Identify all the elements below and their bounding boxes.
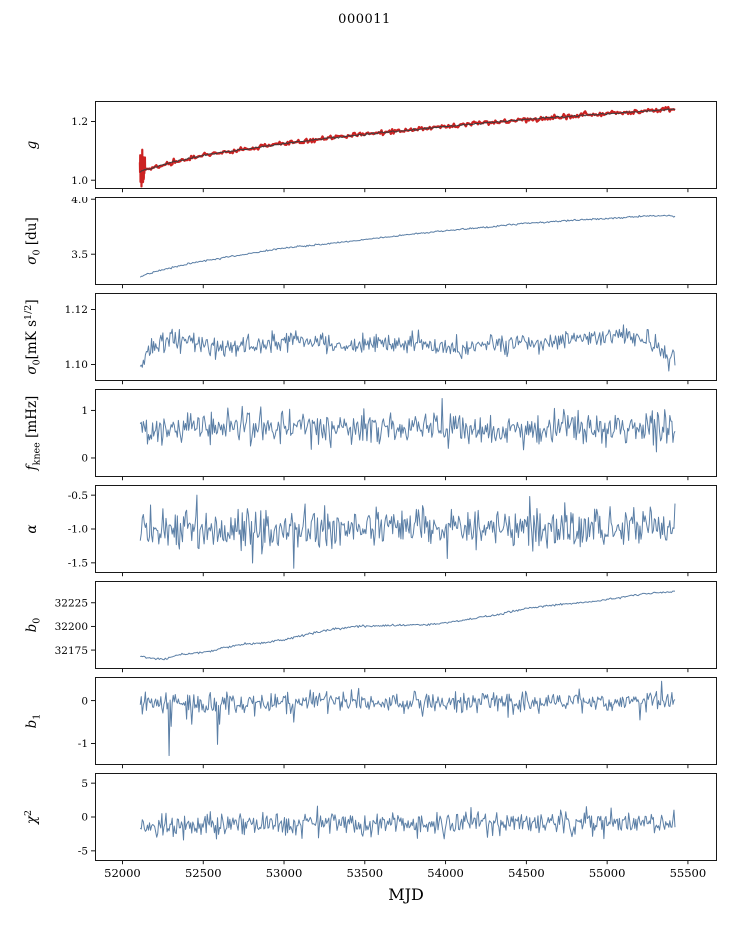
xtick-label: 55000: [589, 866, 626, 880]
ytick-label: -1: [78, 738, 88, 750]
series-line: [139, 324, 676, 372]
ytick-label: -5: [78, 846, 88, 858]
series-line: [139, 805, 676, 841]
xtick-label: 55500: [670, 866, 707, 880]
plots-container: 1.0 1.2 g 3.5 4.0 σ0 [du] 1.10 1.12 σ0[mK s1/2] 0…: [0, 101, 729, 885]
xtick-label: 52500: [185, 866, 222, 880]
y-axis-label-sigma0-mks: σ0[mK s1/2]: [23, 299, 43, 374]
y-axis-label-sigma0-du: σ0 [du]: [24, 217, 43, 264]
series-line: [139, 214, 676, 278]
y-axis-label-fknee: fknee [mHz]: [24, 396, 43, 472]
xtick-label: 53000: [266, 866, 303, 880]
xtick-label: 53500: [347, 866, 384, 880]
y-axis-label-b0: b0: [24, 618, 43, 633]
xtick-label: 52000: [104, 866, 141, 880]
series-line: [139, 494, 676, 569]
y-axis-label-g: g: [24, 140, 40, 149]
series-line: [139, 398, 676, 453]
ytick-label: -0.5: [68, 490, 88, 502]
ytick-label: 32225: [55, 597, 88, 609]
xtick-label: 54000: [427, 866, 464, 880]
x-axis-label: MJD: [388, 885, 424, 904]
series-line: [138, 148, 147, 188]
y-axis-label-chi2: χ2: [23, 810, 40, 825]
subplot-sigma0-du: 3.5 4.0 σ0 [du]: [24, 197, 717, 289]
ytick-label: -1.5: [68, 558, 88, 570]
figure-title: 000011: [338, 12, 391, 27]
subplot-b1: -1 0 b1: [24, 677, 717, 769]
subplot-g: 1.0 1.2 g: [24, 101, 717, 193]
ytick-label: 1.0: [71, 175, 88, 187]
ytick-label: 1: [81, 405, 88, 417]
ytick-label: 3.5: [71, 249, 88, 261]
ytick-label: 0: [81, 812, 88, 824]
subplot-b0: 32175 32200 32225 b0: [24, 581, 717, 673]
subplot-chi2: -5 0 5 52000 52500 53000 53500 54000 54500 55000 5…: [23, 773, 717, 880]
ytick-label: 4.0: [71, 197, 88, 206]
subplot-alpha: -1.5 -1.0 -0.5 α: [24, 485, 717, 577]
y-axis-label-b1: b1: [24, 714, 43, 729]
subplot-sigma0-mks: 1.10 1.12 σ0[mK s1/2]: [23, 293, 717, 385]
ytick-label: 1.12: [65, 304, 88, 316]
ytick-label: 5: [81, 778, 88, 790]
xtick-label: 54500: [508, 866, 545, 880]
ytick-label: -1.0: [68, 524, 88, 536]
ytick-label: 32200: [55, 621, 88, 633]
series-line: [139, 108, 676, 173]
subplot-fknee: 0 1 fknee [mHz]: [24, 389, 717, 481]
ytick-label: 1.10: [65, 359, 88, 371]
ytick-label: 0: [81, 695, 88, 707]
ytick-label: 0: [81, 453, 88, 465]
ytick-label: 1.2: [71, 116, 88, 128]
series-line: [139, 105, 676, 174]
ytick-label: 32175: [55, 645, 88, 657]
series-line: [139, 680, 676, 757]
series-line: [140, 590, 676, 661]
y-axis-label-alpha: α: [24, 524, 40, 533]
